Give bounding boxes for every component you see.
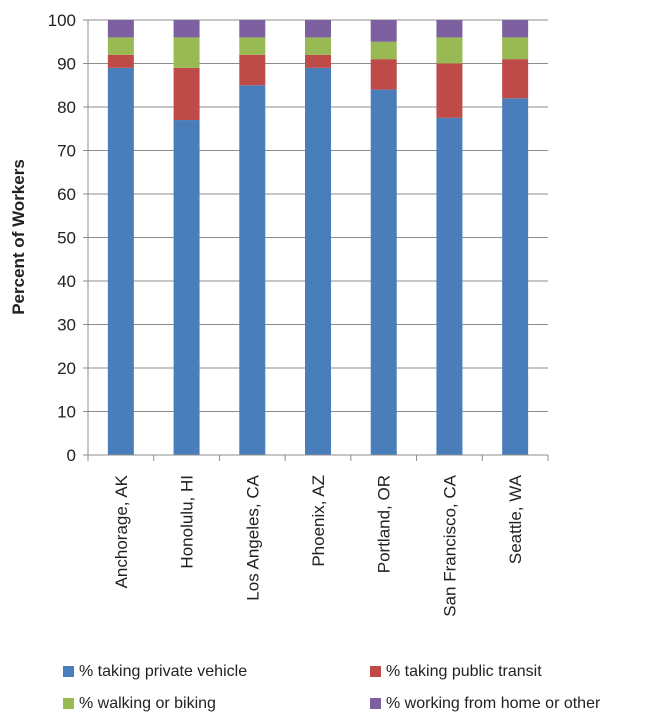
bar-segment — [239, 85, 266, 455]
bar-segment — [370, 89, 397, 455]
y-tick-label: 10 — [57, 403, 76, 422]
bar-segment — [370, 20, 397, 42]
bar-segment — [107, 37, 134, 55]
bar-segment — [436, 20, 463, 38]
bar-segment — [107, 67, 134, 455]
bar-segment — [107, 54, 134, 68]
y-tick-label: 80 — [57, 98, 76, 117]
bars — [107, 20, 529, 456]
y-tick-label: 70 — [57, 142, 76, 161]
bar-segment — [173, 37, 200, 68]
bar-segment — [173, 67, 200, 121]
legend-swatch — [63, 666, 74, 677]
bar-segment — [173, 20, 200, 38]
bar-segment — [502, 20, 529, 38]
bar-segment — [173, 120, 200, 456]
y-tick-labels: 0 10 20 30 40 50 60 70 80 90 100 — [48, 11, 76, 465]
bar-segment — [305, 67, 331, 455]
y-tick-label: 90 — [57, 55, 76, 74]
x-category-label: Portland, OR — [375, 475, 394, 573]
bar-segment — [305, 20, 331, 38]
x-category-label: Phoenix, AZ — [309, 475, 328, 567]
legend-label: % taking public transit — [386, 663, 542, 680]
bar-segment — [239, 54, 266, 86]
y-tick-label: 20 — [57, 359, 76, 378]
y-tick-label: 40 — [57, 272, 76, 291]
bar-segment — [239, 20, 266, 38]
legend-swatch — [370, 698, 381, 709]
legend-label: % walking or biking — [79, 695, 216, 712]
bar-segment — [305, 54, 331, 68]
legend-swatch — [370, 666, 381, 677]
legend-swatch — [63, 698, 74, 709]
y-tick-label: 60 — [57, 185, 76, 204]
x-category-label: Los Angeles, CA — [243, 474, 262, 600]
bar-segment — [107, 20, 134, 38]
bar-segment — [502, 59, 529, 99]
bar-segment — [436, 37, 463, 64]
x-category-label: Seattle, WA — [506, 474, 525, 564]
legend-label: % taking private vehicle — [79, 663, 247, 680]
bar-segment — [239, 37, 266, 55]
y-axis-title: Percent of Workers — [9, 159, 28, 315]
bar-segment — [370, 41, 397, 60]
x-category-labels: Anchorage, AK Honolulu, HI Los Angeles, CA… — [112, 474, 525, 616]
axes — [83, 19, 549, 461]
bar-segment — [305, 37, 331, 55]
bar-segment — [436, 63, 463, 118]
y-tick-label: 30 — [57, 316, 76, 335]
bar-segment — [502, 37, 529, 60]
y-tick-label: 100 — [48, 11, 76, 30]
x-category-label: San Francisco, CA — [440, 474, 459, 616]
x-category-label: Honolulu, HI — [178, 475, 197, 569]
legend-label: % working from home or other — [386, 695, 601, 712]
bar-segment — [436, 117, 463, 455]
bar-segment — [502, 98, 529, 456]
bar-segment — [370, 59, 397, 90]
legend: % taking private vehicle % taking public … — [63, 663, 601, 712]
y-tick-label: 50 — [57, 229, 76, 248]
x-category-label: Anchorage, AK — [112, 474, 131, 588]
y-tick-label: 0 — [67, 446, 76, 465]
